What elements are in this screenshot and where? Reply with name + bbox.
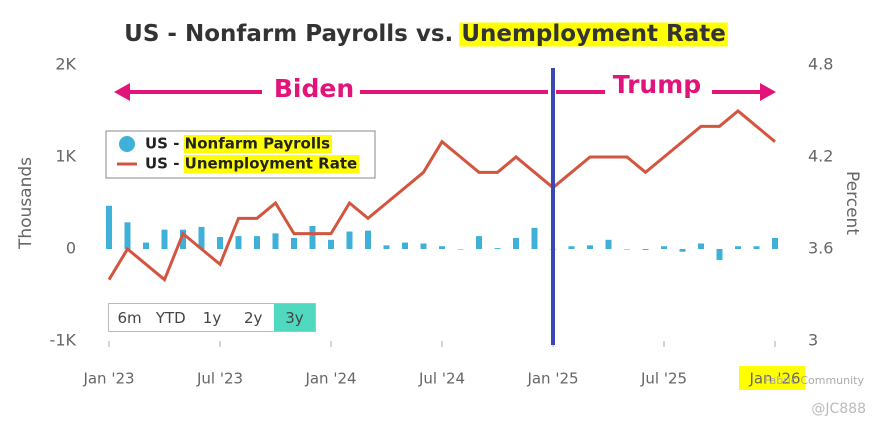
range-button[interactable]: YTD xyxy=(155,308,186,327)
bar xyxy=(346,231,353,249)
bar xyxy=(161,229,168,249)
bar xyxy=(531,227,538,249)
bar xyxy=(309,226,316,249)
range-button[interactable]: 3y xyxy=(273,304,316,331)
x-tick-label: Jul '24 xyxy=(418,370,465,388)
bar xyxy=(457,249,464,250)
bar xyxy=(365,230,371,249)
bar xyxy=(476,236,482,249)
bar xyxy=(753,246,760,249)
bar xyxy=(198,226,205,249)
bar xyxy=(661,246,667,249)
x-tick-label: Jan '23 xyxy=(82,370,134,388)
annotation: Trump xyxy=(613,70,701,99)
bar xyxy=(494,248,501,249)
title-highlight-text: Unemployment Rate xyxy=(461,21,726,47)
range-button[interactable]: 6m xyxy=(117,308,142,327)
bar xyxy=(124,222,131,249)
y2-tick-label: 3.6 xyxy=(808,239,833,258)
y-axis-title: Thousands xyxy=(16,157,36,250)
bar xyxy=(716,249,723,261)
bar xyxy=(235,236,242,249)
bar xyxy=(772,237,778,249)
watermark: @JC888 xyxy=(811,401,866,417)
legend-highlight xyxy=(183,155,360,173)
arrow-head xyxy=(760,83,776,101)
bar xyxy=(272,233,279,249)
legend-highlight xyxy=(183,135,333,153)
y2-tick-label: 4.8 xyxy=(808,55,833,74)
legend-label: US - Nonfarm Payrolls xyxy=(145,135,330,153)
legend-marker xyxy=(119,136,135,152)
x-tick-label: Jan '26 xyxy=(748,370,800,388)
legend-label: US - Unemployment Rate xyxy=(145,155,357,173)
bar xyxy=(679,249,686,252)
x-tick-label: Jul '23 xyxy=(196,370,243,388)
bar xyxy=(439,246,445,249)
bar xyxy=(642,249,649,250)
y-tick-label: 0 xyxy=(66,239,76,258)
bar xyxy=(106,205,112,249)
bar xyxy=(568,246,575,249)
bar xyxy=(605,239,612,249)
watermark: Fabric Community xyxy=(764,374,864,387)
y2-tick-label: 4.2 xyxy=(808,147,833,166)
y-tick-label: 2K xyxy=(55,55,76,74)
bar xyxy=(587,245,593,249)
bar xyxy=(291,237,297,249)
label-highlight xyxy=(739,366,805,390)
bar xyxy=(217,237,223,249)
bar xyxy=(513,237,519,249)
annotation: Biden xyxy=(274,74,354,103)
x-tick-label: Jan '25 xyxy=(526,370,578,388)
x-tick-label: Jan '24 xyxy=(304,370,356,388)
arrow-head xyxy=(114,83,130,101)
bar xyxy=(328,239,334,249)
range-button[interactable]: 2y xyxy=(244,308,263,327)
bar xyxy=(180,229,186,249)
y2-tick-label: 3 xyxy=(808,331,818,350)
title-highlight xyxy=(459,22,728,47)
bar xyxy=(383,245,390,249)
y2-axis-title: Percent xyxy=(842,171,862,235)
y-tick-label: -1K xyxy=(50,331,77,350)
x-tick-label: Jul '25 xyxy=(640,370,687,388)
bar xyxy=(698,243,704,249)
bar xyxy=(735,246,741,249)
bar xyxy=(420,243,427,249)
bar xyxy=(402,242,408,249)
bar xyxy=(624,249,630,250)
y-tick-label: 1K xyxy=(55,147,76,166)
chart-title: US - Nonfarm Payrolls vs. Unemployment R… xyxy=(124,21,726,47)
bar xyxy=(254,236,260,249)
title-part: US - Nonfarm Payrolls vs. xyxy=(124,21,453,47)
bar xyxy=(143,242,149,249)
range-selector: 6m YTD 1y 2y 3y xyxy=(108,303,316,332)
line xyxy=(107,109,776,283)
range-button[interactable]: 1y xyxy=(202,308,222,327)
